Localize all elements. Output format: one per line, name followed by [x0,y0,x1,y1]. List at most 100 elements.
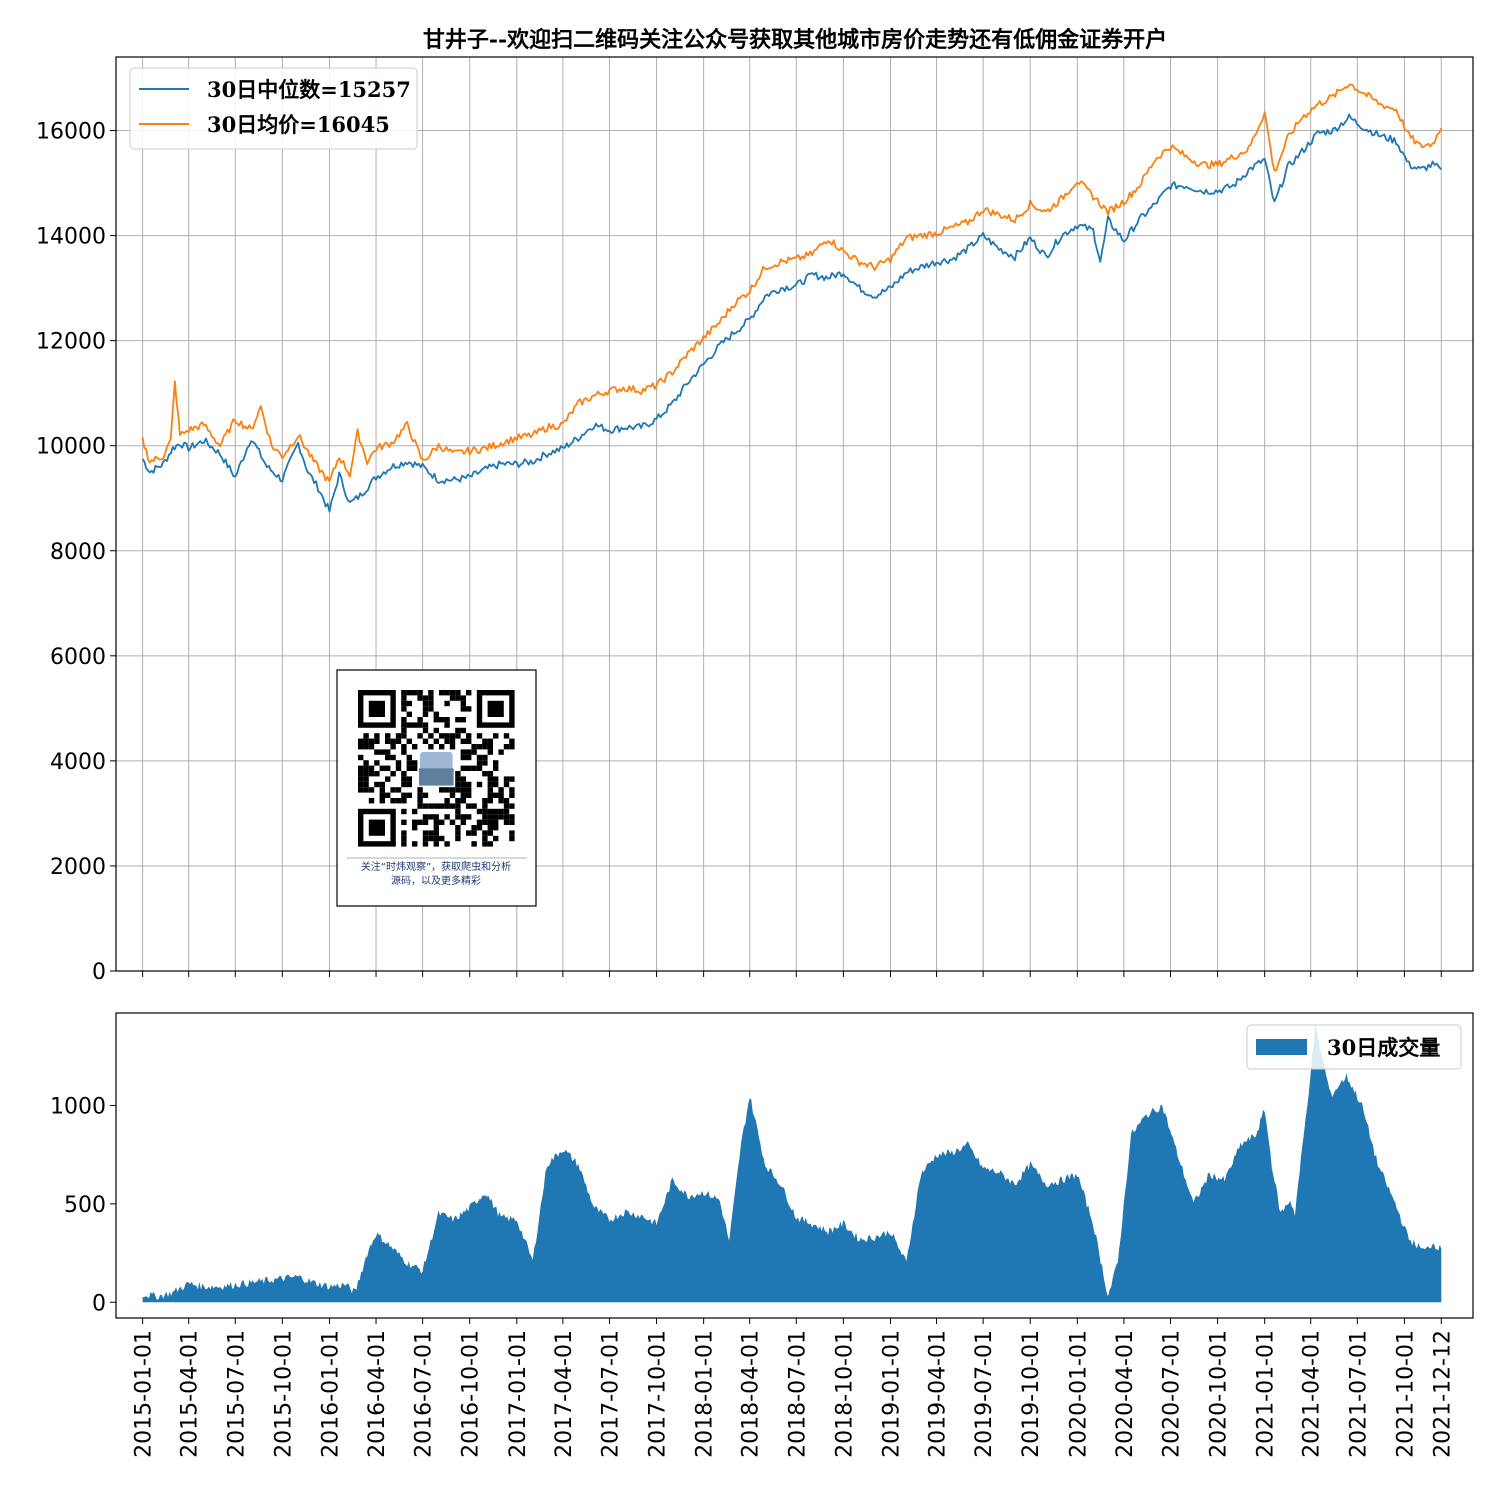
qr-module [433,803,439,809]
qr-module [417,733,423,739]
qr-module [487,787,493,793]
qr-module [460,695,466,701]
qr-module [428,706,434,712]
qr-module [401,792,407,798]
qr-module [498,792,504,798]
qr-module [368,771,375,777]
qr-module [385,792,391,798]
qr-module [368,744,375,750]
qr-module [476,765,483,771]
qr-module [390,787,396,793]
x-tick-label: 2015-01-01 [132,1330,157,1458]
qr-module [428,744,434,750]
qr-module [417,792,423,798]
qr-module [455,835,461,842]
qr-module [509,835,515,842]
qr-module [509,787,515,793]
qr-module [417,717,423,723]
qr-module [428,700,434,707]
legend-label-average: 30日均价=16045 [207,112,390,137]
qr-module [417,787,423,793]
qr-module [487,819,493,825]
qr-module [487,792,493,798]
qr-module [449,803,456,809]
qr-module [422,803,429,809]
qr-module [428,835,434,842]
qr-module [509,738,515,744]
qr-module [390,771,396,777]
qr-module [498,814,504,820]
qr-module [482,835,488,842]
top-plot-frame [115,56,1474,972]
qr-finder-inner [368,700,385,717]
qr-module [466,754,472,761]
qr-module [471,765,477,771]
qr-module [455,733,461,739]
qr-module [460,700,466,707]
qr-module [412,841,418,847]
qr-module [412,690,418,696]
qr-module [358,738,364,744]
qr-module [487,776,493,782]
qr-module [433,711,439,717]
qr-module [493,819,499,825]
qr-module [358,744,364,750]
qr-module [401,835,407,842]
top-y-axis: 0 2000 4000 6000 8000 10000 12000 14000 16000 [36,120,116,985]
qr-module [487,825,493,831]
legend-swatch-volume [1256,1039,1307,1055]
qr-inset: 关注“时炜观察”，获取爬虫和分析 源码，以及更多精彩 [336,669,537,907]
qr-module [358,787,364,793]
top-y-tick-label: 4000 [50,750,106,775]
qr-module [401,808,407,815]
qr-module [449,787,456,793]
qr-module [401,819,407,825]
qr-module [455,808,461,815]
top-legend: 30日中位数=15257 30日均价=16045 [129,67,418,150]
qr-module [433,835,439,842]
qr-module [428,803,434,809]
qr-module [385,733,391,739]
qr-module [433,830,439,836]
qr-module [503,744,510,750]
qr-module [487,814,493,820]
qr-module [401,700,407,707]
qr-module [476,744,483,750]
qr-module [417,722,423,728]
qr-module [385,749,391,755]
qr-module [422,722,429,728]
volume-area [142,1024,1442,1303]
qr-code-icon [358,690,515,847]
qr-module [476,808,483,815]
qr-module [379,798,385,804]
qr-module [487,808,493,815]
qr-module [455,690,461,696]
qr-module [401,749,407,755]
qr-module [460,706,466,712]
x-tick-label: 2017-01-01 [506,1330,531,1458]
qr-module [476,781,483,788]
qr-module [449,792,456,798]
qr-module [401,733,407,739]
qr-module [422,830,429,836]
bottom-legend-box [1246,1024,1462,1070]
qr-module [487,798,493,804]
qr-module [406,690,412,696]
top-legend-box [129,67,418,150]
qr-module [439,733,445,739]
x-tick-label: 2016-07-01 [412,1330,437,1458]
qr-module [487,749,493,755]
qr-module [476,754,483,761]
top-y-tick-label: 0 [92,960,106,985]
qr-module [439,717,445,723]
chart-title: 甘井子--欢迎扫二维码关注公众号获取其他城市房价走势还有低佣金证券开户 [423,27,1167,53]
qr-module [444,738,450,744]
qr-module [433,819,439,825]
qr-module [439,787,445,793]
qr-module [401,776,407,782]
qr-module [455,814,461,820]
qr-module [374,760,380,766]
qr-module [363,760,369,766]
qr-module [509,830,515,836]
qr-module [471,749,477,755]
